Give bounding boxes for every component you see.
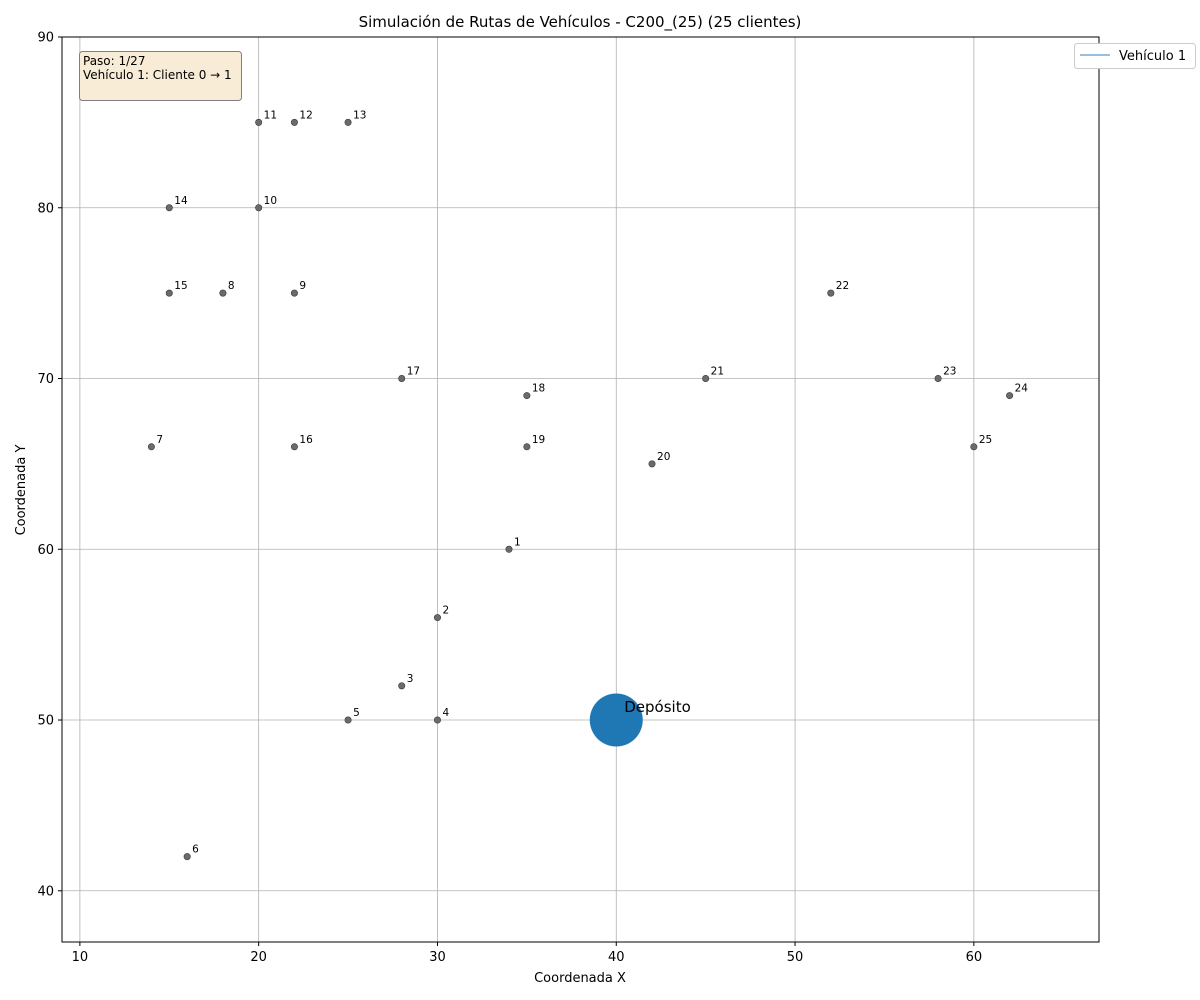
customer-label-6: 6 [192, 844, 199, 856]
customer-label-3: 3 [407, 673, 414, 685]
customer-point-14 [165, 204, 173, 212]
x-tick-label-30: 30 [429, 950, 446, 965]
customer-point-7 [147, 443, 155, 451]
grid-lines [62, 36, 1099, 942]
customer-label-2: 2 [442, 605, 449, 617]
customer-label-14: 14 [174, 195, 188, 207]
status-box-background [79, 51, 242, 101]
customer-label-25: 25 [979, 434, 992, 446]
y-axis-label: Coordenada Y [14, 445, 29, 536]
y-tick-label-90: 90 [37, 31, 54, 46]
customer-label-4: 4 [442, 707, 449, 719]
customer-point-8 [219, 289, 227, 297]
legend-frame [1074, 43, 1196, 69]
x-tick-label-20: 20 [250, 950, 267, 965]
customer-label-17: 17 [407, 366, 420, 378]
customer-point-22 [827, 289, 835, 297]
depot-label: Depósito [624, 698, 691, 716]
customer-point-2 [433, 614, 441, 622]
customer-label-22: 22 [836, 280, 849, 292]
customer-label-12: 12 [299, 109, 312, 121]
x-tick-label-40: 40 [608, 950, 625, 965]
customer-point-4 [433, 716, 441, 724]
status-box: Paso: 1/27 Vehículo 1: Cliente 0 → 1 [79, 51, 242, 101]
customer-point-24 [1006, 392, 1014, 400]
y-tick-label-50: 50 [37, 714, 54, 729]
status-vehicle: Vehículo 1: Cliente 0 → 1 [83, 68, 232, 82]
y-tick-label-80: 80 [37, 201, 54, 216]
customer-label-16: 16 [299, 434, 313, 446]
customer-label-11: 11 [264, 109, 277, 121]
axis-ticks: 10 20 30 40 50 60 40 50 60 70 80 90 [37, 31, 982, 966]
customer-point-9 [290, 289, 298, 297]
customer-point-3 [398, 682, 406, 690]
customer-label-5: 5 [353, 707, 360, 719]
customer-label-15: 15 [174, 280, 187, 292]
customer-point-5 [344, 716, 352, 724]
customer-label-9: 9 [299, 280, 306, 292]
customer-label-18: 18 [532, 383, 545, 395]
customer-point-23 [934, 375, 942, 383]
customer-point-25 [970, 443, 978, 451]
customer-label-19: 19 [532, 434, 545, 446]
customer-point-16 [290, 443, 298, 451]
customer-point-21 [702, 375, 710, 383]
depot-marker: Depósito [589, 693, 691, 747]
customer-point-15 [165, 289, 173, 297]
y-tick-label-70: 70 [37, 372, 54, 387]
customer-point-17 [398, 375, 406, 383]
customer-label-8: 8 [228, 280, 235, 292]
y-tick-label-60: 60 [37, 543, 54, 558]
customer-label-24: 24 [1015, 383, 1029, 395]
customer-point-20 [648, 460, 656, 468]
customer-point-18 [523, 392, 531, 400]
plot-frame [61, 36, 1100, 943]
x-axis-label: Coordenada X [534, 971, 626, 986]
customer-label-23: 23 [943, 366, 956, 378]
customer-label-10: 10 [264, 195, 277, 207]
customer-label-21: 21 [711, 366, 724, 378]
customer-point-19 [523, 443, 531, 451]
customer-label-7: 7 [156, 434, 163, 446]
customer-point-6 [183, 853, 191, 861]
status-step: Paso: 1/27 [83, 54, 145, 68]
customer-label-13: 13 [353, 109, 366, 121]
customer-label-1: 1 [514, 536, 521, 548]
x-tick-label-50: 50 [787, 950, 804, 965]
customer-point-12 [290, 118, 298, 126]
customer-point-11 [255, 118, 263, 126]
legend: Vehículo 1 [1074, 43, 1196, 69]
x-tick-label-60: 60 [966, 950, 983, 965]
customer-point-13 [344, 118, 352, 126]
customer-label-20: 20 [657, 451, 670, 463]
depot-point [589, 693, 643, 747]
y-tick-label-40: 40 [37, 884, 54, 899]
x-tick-label-10: 10 [72, 950, 89, 965]
customer-point-1 [505, 545, 513, 553]
chart-title: Simulación de Rutas de Vehículos - C200_… [359, 13, 802, 32]
legend-label-vehicle-1: Vehículo 1 [1119, 49, 1186, 64]
customer-point-10 [255, 204, 263, 212]
